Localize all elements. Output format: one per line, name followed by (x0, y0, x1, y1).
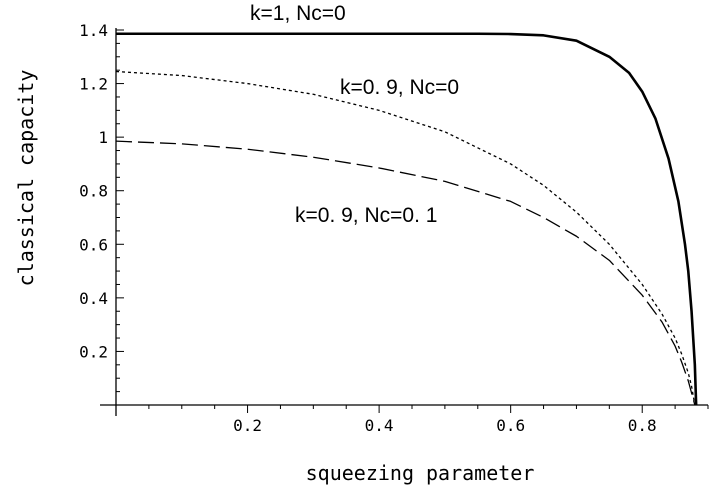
x-tick-label: 0.4 (365, 416, 394, 435)
x-tick-label: 0.8 (628, 416, 657, 435)
series-label-2: k=0. 9, Nc=0 (340, 76, 459, 99)
y-tick-label: 1.2 (79, 75, 108, 94)
y-axis-title: classical capacity (14, 70, 38, 287)
y-tick-label: 1 (98, 128, 108, 147)
series-annotations: k=1, Nc=0 k=0. 9, Nc=0 k=0. 9, Nc=0. 1 (250, 2, 459, 227)
y-tick-label: 0.2 (79, 342, 108, 361)
y-tick-label: 0.4 (79, 289, 108, 308)
y-tick-label: 0.6 (79, 235, 108, 254)
x-tick-label: 0.6 (496, 416, 525, 435)
y-tick-label: 0.8 (79, 182, 108, 201)
series-lines (115, 32, 698, 406)
x-axis-title: squeezing parameter (306, 461, 535, 485)
series-label-3: k=0. 9, Nc=0. 1 (295, 204, 437, 227)
series-label-1: k=1, Nc=0 (250, 2, 346, 25)
x-tick-label: 0.2 (233, 416, 262, 435)
y-ticks: 0.2 0.4 0.6 0.8 1 1.2 1.4 (79, 21, 124, 393)
y-tick-label: 1.4 (79, 21, 108, 40)
series-line-1 (116, 32, 698, 406)
series-line-2 (115, 70, 696, 406)
x-ticks: 0.2 0.4 0.6 0.8 (148, 405, 709, 435)
series-line-3 (115, 140, 696, 406)
